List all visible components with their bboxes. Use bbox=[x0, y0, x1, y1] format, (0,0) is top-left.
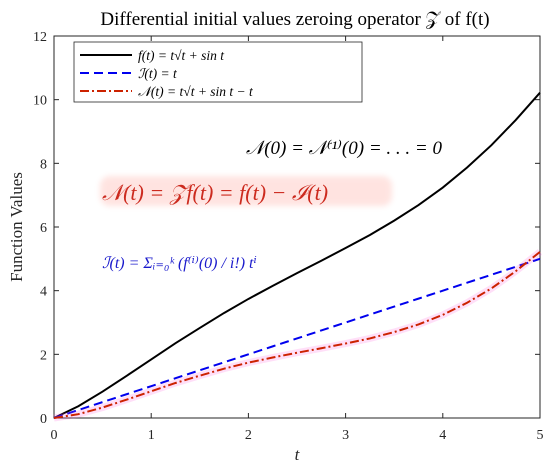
y-tick-label: 12 bbox=[33, 30, 47, 45]
x-axis-label: t bbox=[295, 445, 301, 464]
x-tick-label: 2 bbox=[245, 428, 252, 443]
annotation-initial-values: 𝒩(0) = 𝒩⁽¹⁾(0) = . . . = 0 bbox=[246, 138, 442, 159]
annotation-operator: 𝒩(t) = 𝒵f(t) = f(t) − ℐ(t) bbox=[102, 180, 328, 205]
y-tick-label: 2 bbox=[40, 348, 47, 363]
x-tick-label: 0 bbox=[51, 428, 58, 443]
x-tick-label: 1 bbox=[148, 428, 155, 443]
y-tick-label: 0 bbox=[40, 412, 47, 427]
y-tick-label: 10 bbox=[33, 94, 47, 109]
series-line-identity bbox=[53, 257, 541, 419]
y-tick-label: 4 bbox=[40, 285, 47, 300]
x-tick-label: 4 bbox=[439, 428, 446, 443]
annotation-operator-group: 𝒩(t) = 𝒵f(t) = f(t) − ℐ(t) bbox=[100, 176, 392, 206]
x-tick-label: 5 bbox=[537, 428, 544, 443]
annotation-identity: ℐ(t) = Σᵢ₌₀ᵏ (f⁽ⁱ⁾(0) / i!) tⁱ bbox=[102, 255, 257, 272]
legend-label-n: 𝒩(t) = t√t + sin t − t bbox=[138, 84, 254, 99]
y-tick-label: 6 bbox=[40, 221, 47, 236]
series-line-f bbox=[53, 91, 541, 419]
y-axis-label: Function Values bbox=[7, 172, 26, 282]
series-line-n bbox=[53, 251, 541, 419]
x-tick-label: 3 bbox=[342, 428, 349, 443]
y-tick-label: 8 bbox=[40, 157, 47, 172]
series-glow-n bbox=[53, 249, 543, 422]
legend-label-f: f(t) = t√t + sin t bbox=[138, 48, 225, 63]
annotation-operator-glow bbox=[100, 176, 392, 206]
series-layer bbox=[53, 91, 543, 422]
chart-title: Differential initial values zeroing oper… bbox=[100, 9, 489, 30]
legend: f(t) = t√t + sin t ℐ(t) = t 𝒩(t) = t√t +… bbox=[73, 41, 363, 103]
legend-label-i: ℐ(t) = t bbox=[138, 66, 178, 81]
